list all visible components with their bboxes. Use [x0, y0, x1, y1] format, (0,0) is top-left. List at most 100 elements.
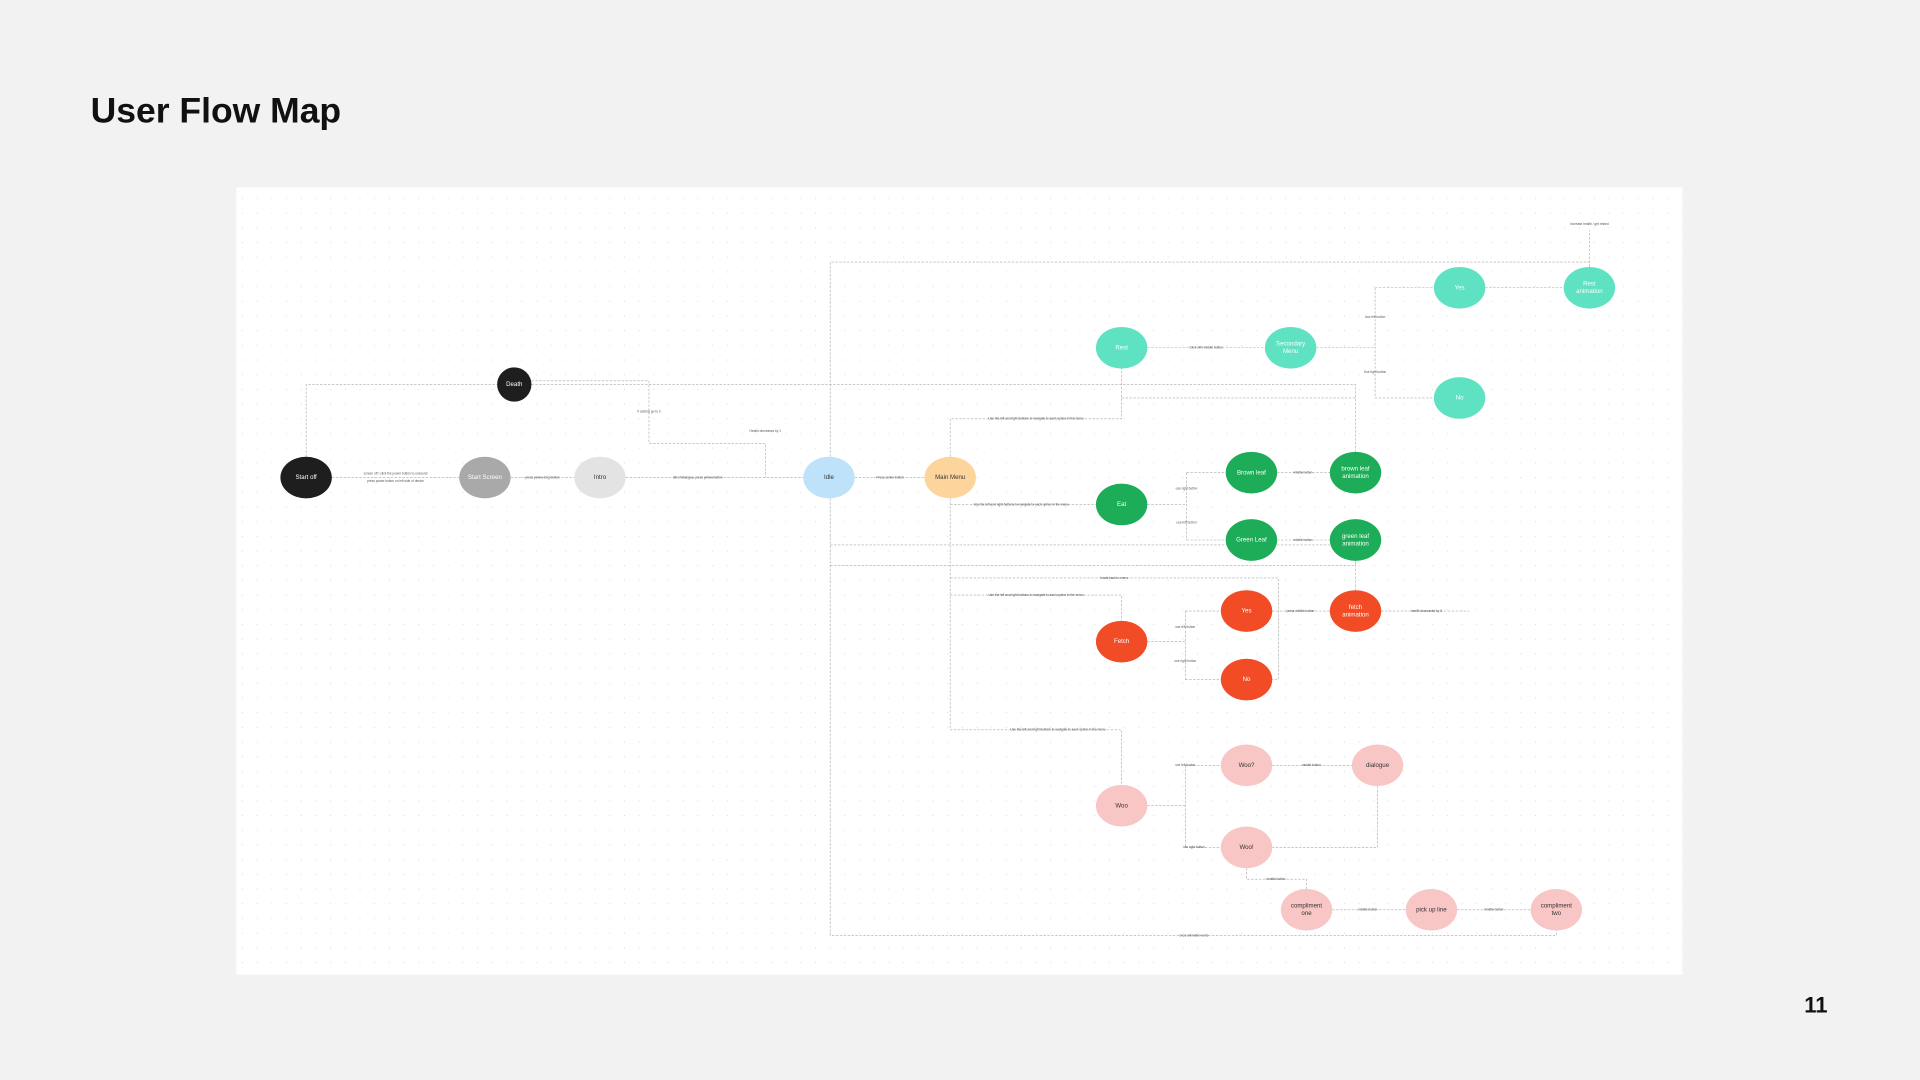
node — [1530, 888, 1583, 931]
edge-label: once animation ends — [1179, 933, 1209, 937]
title: User Flow Map — [91, 90, 342, 130]
node — [924, 456, 976, 499]
node — [1563, 266, 1616, 309]
node — [1225, 519, 1278, 561]
node-label: Intro — [594, 474, 607, 481]
node-label: Yes — [1242, 608, 1252, 615]
node-label: Main Menu — [935, 474, 965, 481]
node — [1095, 784, 1148, 827]
node — [1095, 620, 1148, 663]
node — [1329, 519, 1382, 561]
edge-label: screen off / click the power button to u… — [364, 472, 428, 476]
node-label: animation — [1342, 611, 1369, 618]
node-label: animation — [1342, 473, 1369, 480]
node — [574, 456, 626, 499]
edge-label: press yellow long button — [525, 475, 559, 479]
node-label: Green Leaf — [1236, 537, 1267, 544]
edge-label: use left button — [1175, 763, 1195, 767]
node — [1433, 266, 1486, 309]
node — [1433, 377, 1486, 419]
node — [1280, 888, 1333, 931]
edge-label: middle button — [1293, 538, 1312, 542]
node-label: Woo — [1115, 802, 1128, 809]
edge-label: press middle button — [1287, 609, 1315, 613]
node-label: Secondary — [1276, 341, 1306, 348]
edge-label: Click with middle button — [1189, 346, 1223, 350]
node — [1220, 658, 1273, 701]
node-label: compliment — [1541, 903, 1573, 910]
edge-label: press power button on left side of devic… — [367, 479, 424, 483]
edge-label: use right button — [1174, 659, 1196, 663]
node — [497, 367, 532, 402]
nodes: Start off Start Screen Intro Death Idle Main … — [280, 266, 1616, 931]
node-label: Death — [506, 381, 522, 388]
edge-label: Press center button — [876, 475, 904, 479]
node-label: Rest — [1583, 281, 1596, 288]
edge — [829, 498, 1557, 936]
node-label: Rest — [1115, 344, 1128, 351]
edge-label: Use the left and right buttons to naviga… — [988, 417, 1083, 421]
edge-labels: screen off / click the power button to u… — [364, 222, 1609, 937]
node-label: two — [1552, 910, 1562, 917]
edge-label: Increase health / get rested — [1570, 222, 1609, 226]
node-label: animation — [1342, 540, 1369, 547]
node-label: Brown leaf — [1237, 469, 1266, 476]
node — [1220, 744, 1273, 787]
edge-label: use right button — [1176, 486, 1198, 490]
node-label: fetch — [1349, 604, 1362, 611]
node — [1264, 326, 1317, 369]
node — [1225, 451, 1278, 494]
edge-label: middle button — [1266, 877, 1285, 881]
node — [1351, 744, 1404, 787]
edge-label: use right button — [1183, 845, 1205, 849]
edge-label: middle button — [1302, 763, 1321, 767]
node — [1329, 590, 1382, 632]
edge-label: health decreased by 5 — [1411, 609, 1442, 613]
node — [280, 456, 332, 499]
edge-label: Use the left and right buttons to naviga… — [974, 502, 1069, 506]
node — [459, 456, 511, 499]
edge-label: middle button — [1293, 470, 1312, 474]
node-label: Idle — [824, 474, 834, 481]
node-label: dialogue — [1366, 762, 1390, 769]
node — [1220, 590, 1273, 632]
edge — [1147, 610, 1470, 680]
edge-label: Use left button — [1365, 315, 1386, 319]
edge-label: Use right button — [1364, 370, 1387, 374]
node-label: Yes — [1455, 284, 1465, 291]
edge-label: Bit of dialogue, press yellow button — [673, 475, 722, 479]
node-label: green leaf — [1342, 533, 1369, 540]
edge-label: If actions go to 0 — [637, 409, 661, 413]
node-label: compliment — [1291, 903, 1323, 910]
edges — [305, 230, 1590, 936]
edge-label: leads back to menu — [1101, 576, 1129, 580]
node-label: brown leaf — [1341, 466, 1369, 473]
node — [1095, 483, 1148, 526]
node-label: one — [1301, 910, 1312, 917]
edge — [829, 230, 1590, 457]
node-label: pick up line — [1416, 906, 1447, 913]
edge-label: Health decreases by 1 — [750, 429, 782, 433]
node-label: Woo? — [1239, 762, 1255, 769]
edge-label: Use the left and right buttons to naviga… — [988, 593, 1083, 597]
node — [1095, 326, 1148, 369]
edge-label: middle button — [1358, 908, 1377, 912]
node — [1329, 451, 1382, 494]
node-label: No — [1243, 676, 1251, 683]
edge-label: middle button — [1484, 908, 1503, 912]
node-label: Start off — [295, 474, 317, 481]
node-label: Start Screen — [468, 474, 502, 481]
node-label: Woo! — [1239, 844, 1253, 851]
node-label: Menu — [1283, 348, 1298, 355]
edge — [1121, 287, 1564, 399]
edge-label: Use the left and right buttons to naviga… — [1010, 728, 1105, 732]
page-number: 11 — [1804, 993, 1827, 1018]
node-label: No — [1456, 395, 1464, 402]
node-label: Fetch — [1114, 638, 1129, 645]
edge — [531, 384, 1356, 452]
node-label: animation — [1576, 288, 1603, 295]
canvas-grid — [236, 187, 1683, 975]
edge — [1147, 765, 1531, 911]
node — [1220, 826, 1273, 869]
